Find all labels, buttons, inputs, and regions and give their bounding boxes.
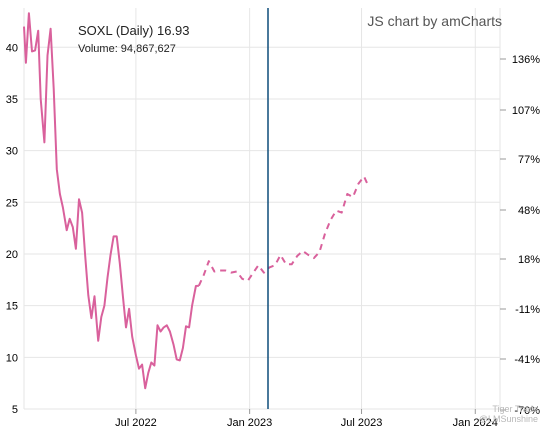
- x-tick-label: Jan 2024: [453, 417, 498, 429]
- x-tick-label: Jul 2023: [341, 417, 383, 429]
- right-tick-label: 48%: [518, 205, 540, 217]
- left-tick-label: 20: [6, 249, 18, 261]
- left-tick-label: 15: [6, 301, 18, 313]
- watermark-line-1: Tiger Trade: [492, 404, 538, 414]
- right-tick-label: 136%: [512, 54, 540, 66]
- watermark-line-2: @LMSunshine: [478, 414, 538, 424]
- price-series: [23, 12, 370, 390]
- right-tick-label: -41%: [514, 354, 540, 366]
- date-axis: Jul 2022 Jan 2023 Jul 2023 Jan 2024: [115, 409, 498, 429]
- left-tick-label: 5: [12, 404, 18, 416]
- right-tick-label: -70%: [514, 405, 540, 417]
- left-tick-label: 10: [6, 352, 18, 364]
- amcharts-credit-link[interactable]: JS chart by amCharts: [367, 13, 502, 29]
- right-tick-label: -11%: [515, 304, 540, 316]
- gridlines: [23, 8, 501, 410]
- left-tick-label: 30: [6, 146, 18, 158]
- projected-price-line: [197, 175, 370, 287]
- price-line: [23, 12, 199, 390]
- right-tick-label: 107%: [512, 105, 540, 117]
- watermark: Tiger Trade @LMSunshine: [479, 404, 538, 424]
- left-tick-label: 35: [6, 94, 18, 106]
- symbol-price-label: SOXL (Daily) 16.93: [78, 23, 190, 38]
- right-tick-label: 18%: [518, 254, 540, 266]
- left-axis: 5 10 15 20 25 30 35 40: [6, 42, 18, 416]
- volume-label: Volume: 94,867,627: [78, 43, 176, 55]
- right-axis: 136% 107% 77% 48% 18% -11% -41% -70%: [500, 54, 540, 417]
- left-tick-label: 40: [6, 42, 18, 54]
- x-tick-label: Jul 2022: [115, 417, 157, 429]
- left-tick-label: 25: [6, 197, 18, 209]
- right-tick-label: 77%: [518, 154, 540, 166]
- x-tick-label: Jan 2023: [227, 417, 272, 429]
